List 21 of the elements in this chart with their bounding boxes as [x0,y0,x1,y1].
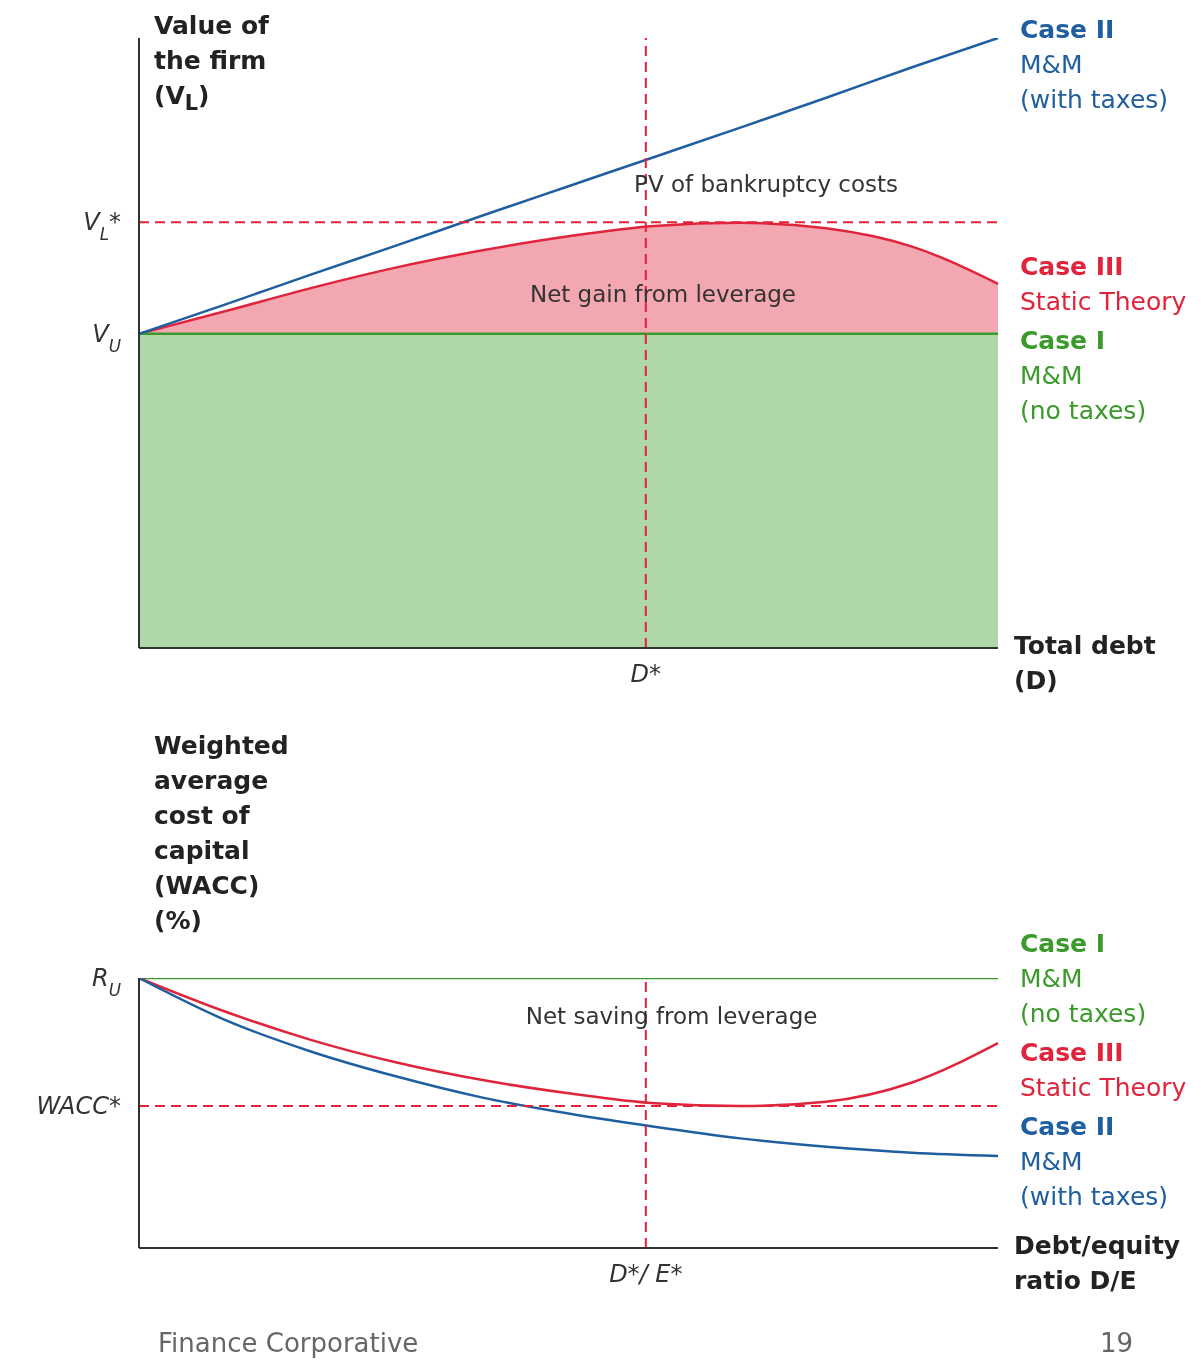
text: R$_{U}$ [92,964,121,1000]
y-axis-title: Value of the firm (V$_{L}$) [154,10,270,117]
text: D* [630,660,662,688]
text: D*/ E* [609,1260,683,1288]
annotation: Net saving from leverage [525,1002,818,1029]
series-label: Case III Static Theory [1020,1037,1187,1102]
text: 19 [1099,1328,1133,1358]
x-axis-title: Total debt (D) [1014,630,1157,697]
series-label: Case III Static Theory [1020,251,1187,316]
series-label: Case I M&M (no taxes) [1020,325,1147,425]
series-label: Case II M&M (with taxes) [1020,1111,1169,1211]
annotation: Net gain from leverage [529,281,797,308]
text: V$_{U}$ [92,319,121,356]
x-axis-title: Debt/equity ratio D/E [1014,1230,1182,1297]
series-label: Case I M&M (no taxes) [1020,928,1147,1028]
y-axis-title: Weighted average cost of capital (WACC) (%) [154,730,290,937]
text: Finance Corporative [158,1328,419,1358]
series-label: Case II M&M (with taxes) [1020,15,1169,114]
annotation: PV of bankruptcy costs [634,171,899,198]
ref-line-label: WACC* [36,1091,121,1120]
ref-line-label: V$_{L}$* [83,208,121,245]
